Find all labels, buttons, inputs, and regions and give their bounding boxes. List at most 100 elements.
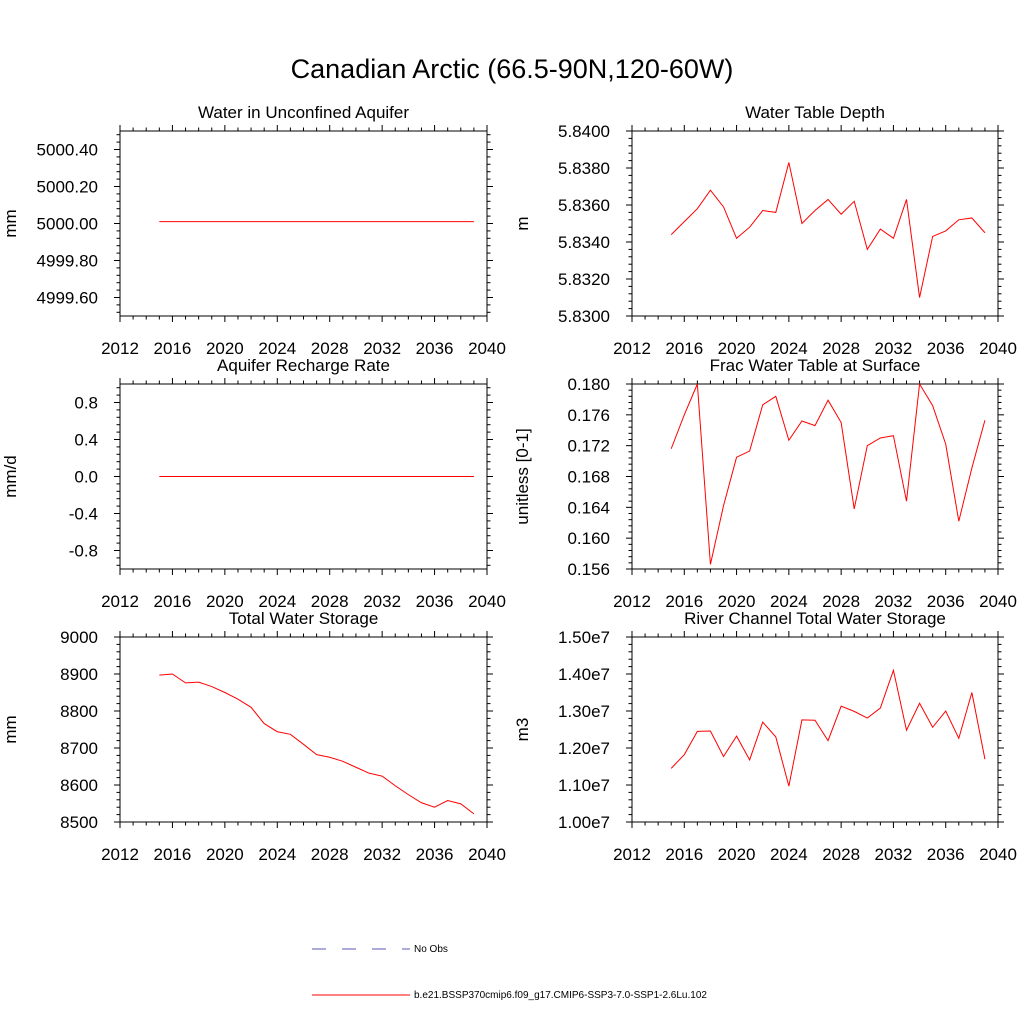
y-axis-label: m bbox=[513, 216, 532, 230]
y-axis-label: m3 bbox=[513, 718, 532, 742]
x-tick-label: 2016 bbox=[665, 339, 703, 358]
plot-frame bbox=[119, 130, 488, 317]
x-tick-label: 2040 bbox=[979, 845, 1017, 864]
x-tick-label: 2028 bbox=[311, 592, 349, 611]
y-tick-label: 5.8320 bbox=[558, 270, 610, 289]
x-tick-label: 2040 bbox=[979, 339, 1017, 358]
x-tick-label: 2024 bbox=[770, 845, 808, 864]
x-tick-label: 2036 bbox=[927, 592, 965, 611]
y-tick-label: 1.20e7 bbox=[558, 739, 610, 758]
x-tick-label: 2016 bbox=[665, 592, 703, 611]
y-tick-label: 0.8 bbox=[74, 394, 98, 413]
legend-model-label: b.e21.BSSP370cmip6.f09_g17.CMIP6-SSP3-7.… bbox=[414, 990, 707, 1001]
x-tick-label: 2024 bbox=[258, 845, 296, 864]
x-tick-label: 2032 bbox=[875, 339, 913, 358]
y-tick-label: 5000.00 bbox=[37, 215, 98, 234]
x-tick-label: 2028 bbox=[311, 845, 349, 864]
x-tick-label: 2032 bbox=[875, 845, 913, 864]
x-tick-label: 2020 bbox=[718, 845, 756, 864]
figure-title: Canadian Arctic (66.5-90N,120-60W) bbox=[290, 54, 734, 84]
y-tick-label: 8600 bbox=[60, 776, 98, 795]
x-tick-label: 2032 bbox=[363, 845, 401, 864]
x-tick-label: 2020 bbox=[206, 845, 244, 864]
y-tick-label: 0.168 bbox=[567, 468, 610, 487]
x-tick-label: 2028 bbox=[822, 845, 860, 864]
x-tick-label: 2016 bbox=[154, 845, 192, 864]
y-tick-label: 0.0 bbox=[74, 468, 98, 487]
y-tick-label: 5.8300 bbox=[558, 307, 610, 326]
panel-title: Frac Water Table at Surface bbox=[710, 356, 921, 375]
y-tick-label: 5000.20 bbox=[37, 178, 98, 197]
series-line bbox=[670, 668, 986, 787]
x-tick-label: 2012 bbox=[613, 339, 651, 358]
x-tick-label: 2036 bbox=[416, 845, 454, 864]
x-tick-label: 2028 bbox=[822, 592, 860, 611]
x-tick-label: 2040 bbox=[468, 845, 506, 864]
x-tick-label: 2028 bbox=[822, 339, 860, 358]
x-tick-label: 2036 bbox=[416, 592, 454, 611]
x-tick-label: 2012 bbox=[101, 592, 139, 611]
y-tick-label: 1.00e7 bbox=[558, 813, 610, 832]
y-tick-label: 0.156 bbox=[567, 560, 610, 579]
y-tick-label: 5.8340 bbox=[558, 233, 610, 252]
x-tick-label: 2012 bbox=[101, 845, 139, 864]
y-tick-label: 1.50e7 bbox=[558, 628, 610, 647]
y-tick-label: 8800 bbox=[60, 702, 98, 721]
y-tick-label: 8700 bbox=[60, 739, 98, 758]
y-tick-label: 0.4 bbox=[74, 431, 98, 450]
chart-panel-1: 2012 2016 2020 2024 2028 2032 2036 2040 4999.60 4… bbox=[1, 103, 506, 358]
legend-obs-label: No Obs bbox=[414, 944, 448, 955]
y-tick-label: 5.8400 bbox=[558, 122, 610, 141]
x-tick-label: 2032 bbox=[875, 592, 913, 611]
x-tick-label: 2020 bbox=[206, 339, 244, 358]
y-tick-label: 4999.60 bbox=[37, 289, 98, 308]
x-tick-label: 2040 bbox=[979, 592, 1017, 611]
x-tick-label: 2036 bbox=[416, 339, 454, 358]
y-tick-label: 0.172 bbox=[567, 437, 610, 456]
y-tick-label: 0.164 bbox=[567, 498, 610, 517]
chart-panel-5: 2012 2016 2020 2024 2028 2032 2036 2040 8500 8600… bbox=[1, 609, 506, 864]
chart-panel-2: 2012 2016 2020 2024 2028 2032 2036 2040 5.8300 5.… bbox=[513, 103, 1017, 358]
legend-model-line bbox=[312, 994, 410, 996]
x-tick-label: 2020 bbox=[718, 592, 756, 611]
y-axis-label: mm bbox=[1, 209, 20, 237]
y-tick-label: 8500 bbox=[60, 813, 98, 832]
y-tick-label: -0.4 bbox=[69, 505, 98, 524]
plot-frame bbox=[631, 636, 999, 823]
series-line bbox=[159, 673, 475, 815]
x-tick-label: 2032 bbox=[363, 592, 401, 611]
y-axis-label: mm bbox=[1, 715, 20, 743]
plot-frame bbox=[119, 636, 488, 823]
y-tick-label: -0.8 bbox=[69, 542, 98, 561]
x-tick-label: 2024 bbox=[258, 339, 296, 358]
x-tick-label: 2020 bbox=[206, 592, 244, 611]
y-tick-label: 0.176 bbox=[567, 406, 610, 425]
series-line bbox=[670, 382, 986, 565]
y-axis-label: mm/d bbox=[1, 455, 20, 498]
chart-panel-3: 2012 2016 2020 2024 2028 2032 2036 2040 -0.8 -0.4… bbox=[1, 356, 506, 611]
series-line bbox=[670, 162, 986, 298]
x-tick-label: 2020 bbox=[718, 339, 756, 358]
y-tick-label: 9000 bbox=[60, 628, 98, 647]
x-tick-label: 2012 bbox=[613, 592, 651, 611]
y-tick-label: 8900 bbox=[60, 665, 98, 684]
y-tick-label: 1.40e7 bbox=[558, 665, 610, 684]
plot-frame bbox=[631, 383, 999, 570]
x-tick-label: 2016 bbox=[154, 339, 192, 358]
plot-frame bbox=[631, 130, 999, 317]
x-tick-label: 2024 bbox=[770, 339, 808, 358]
x-tick-label: 2024 bbox=[770, 592, 808, 611]
y-tick-label: 5000.40 bbox=[37, 141, 98, 160]
y-tick-label: 1.30e7 bbox=[558, 702, 610, 721]
panel-title: Total Water Storage bbox=[229, 609, 379, 628]
x-tick-label: 2040 bbox=[468, 339, 506, 358]
panel-title: Water in Unconfined Aquifer bbox=[198, 103, 409, 122]
y-tick-label: 0.180 bbox=[567, 375, 610, 394]
panel-title: Aquifer Recharge Rate bbox=[217, 356, 390, 375]
panel-title: Water Table Depth bbox=[745, 103, 885, 122]
x-tick-label: 2012 bbox=[101, 339, 139, 358]
x-tick-label: 2028 bbox=[311, 339, 349, 358]
x-tick-label: 2036 bbox=[927, 339, 965, 358]
chart-panel-6: 2012 2016 2020 2024 2028 2032 2036 2040 1.00e7 1.… bbox=[513, 609, 1017, 864]
